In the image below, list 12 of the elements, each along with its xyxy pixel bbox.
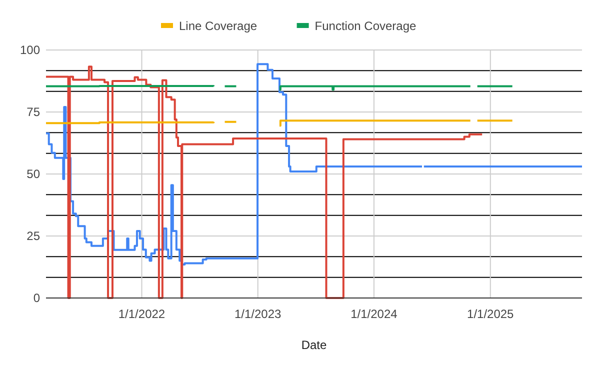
legend-label: Function Coverage <box>314 19 417 34</box>
x-tick-label: 1/1/2025 <box>467 307 514 321</box>
y-tick-label: 75 <box>26 105 40 120</box>
x-tick-label: 1/1/2024 <box>350 307 398 321</box>
y-tick-label: 50 <box>26 167 40 182</box>
y-tick-label: 0 <box>33 291 40 306</box>
legend-label: Line Coverage <box>179 19 258 34</box>
y-tick-label: 25 <box>26 229 40 244</box>
x-axis-title: Date <box>301 338 327 352</box>
x-tick-label: 1/1/2023 <box>234 307 282 321</box>
x-tick-label: 1/1/2022 <box>118 307 166 321</box>
y-tick-label: 100 <box>20 43 40 58</box>
